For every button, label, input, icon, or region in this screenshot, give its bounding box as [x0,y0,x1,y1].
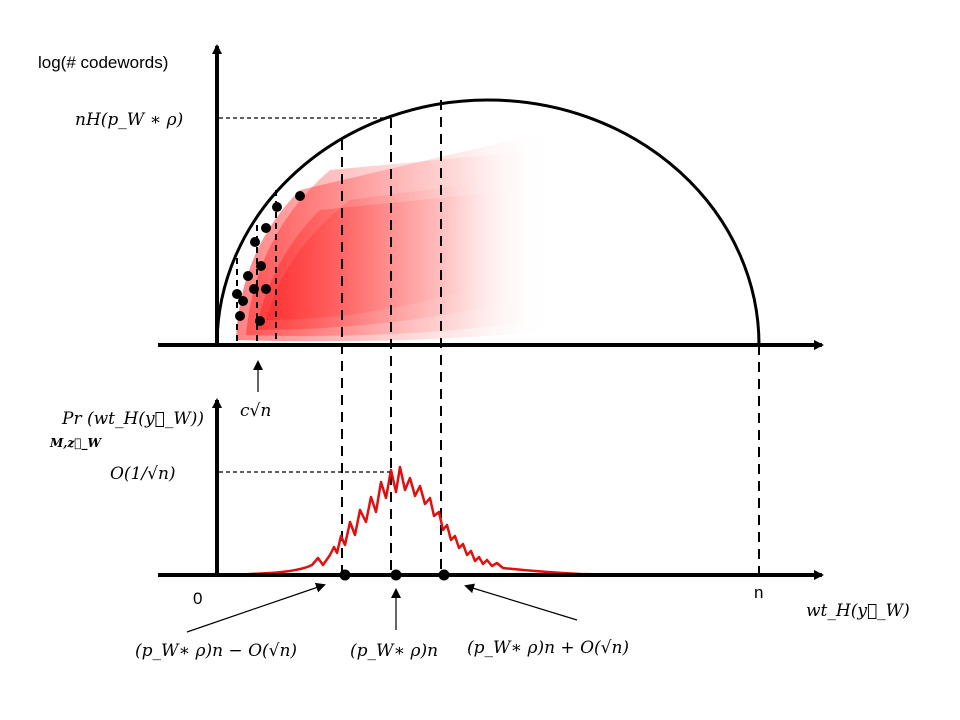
top-panel: log(# codewords) nH(p_W ∗ ρ) c√n [38,44,824,421]
bottom-y-axis-label: Pr (wt_H(y⃗_W)) [61,409,204,429]
marker-left-dot [339,569,351,581]
bottom-x-axis-label: wt_H(y⃗_W) [806,601,910,621]
capacity-arc [215,98,761,346]
bottom-panel: Pr (wt_H(y⃗_W)) M,z⃗_W O(1/√n) 0 n wt_H(… [49,398,910,661]
threshold-guides [236,190,277,345]
marker-right-dot [438,569,450,581]
marker-left-arrow [186,582,326,633]
marker-left-label: (p_W∗ ρ)n − O(√n) [135,641,297,661]
codeword-dot [243,271,253,281]
codeword-cloud [236,130,555,342]
codeword-dot [238,296,248,306]
marker-right-label: (p_W∗ ρ)n + O(√n) [467,638,629,658]
n-label: n [754,583,763,602]
marker-center-label: (p_W∗ ρ)n [350,641,438,661]
bottom-y-axis-subscript: M,z⃗_W [49,436,102,451]
origin-label: 0 [193,589,202,608]
marker-right-arrow [464,583,578,621]
threshold-label: c√n [240,401,271,421]
codeword-dot [256,261,266,271]
projection-guides [341,100,760,575]
peak-label: nH(p_W ∗ ρ) [75,110,183,130]
codeword-dot [250,237,260,247]
marker-center-dot [390,569,402,581]
distribution-curve [232,465,631,577]
bottom-peak-label: O(1/√n) [110,464,176,484]
codeword-dot [261,284,271,294]
codeword-dot [261,223,271,233]
codeword-dot [295,191,305,201]
top-y-axis-label: log(# codewords) [38,53,168,72]
